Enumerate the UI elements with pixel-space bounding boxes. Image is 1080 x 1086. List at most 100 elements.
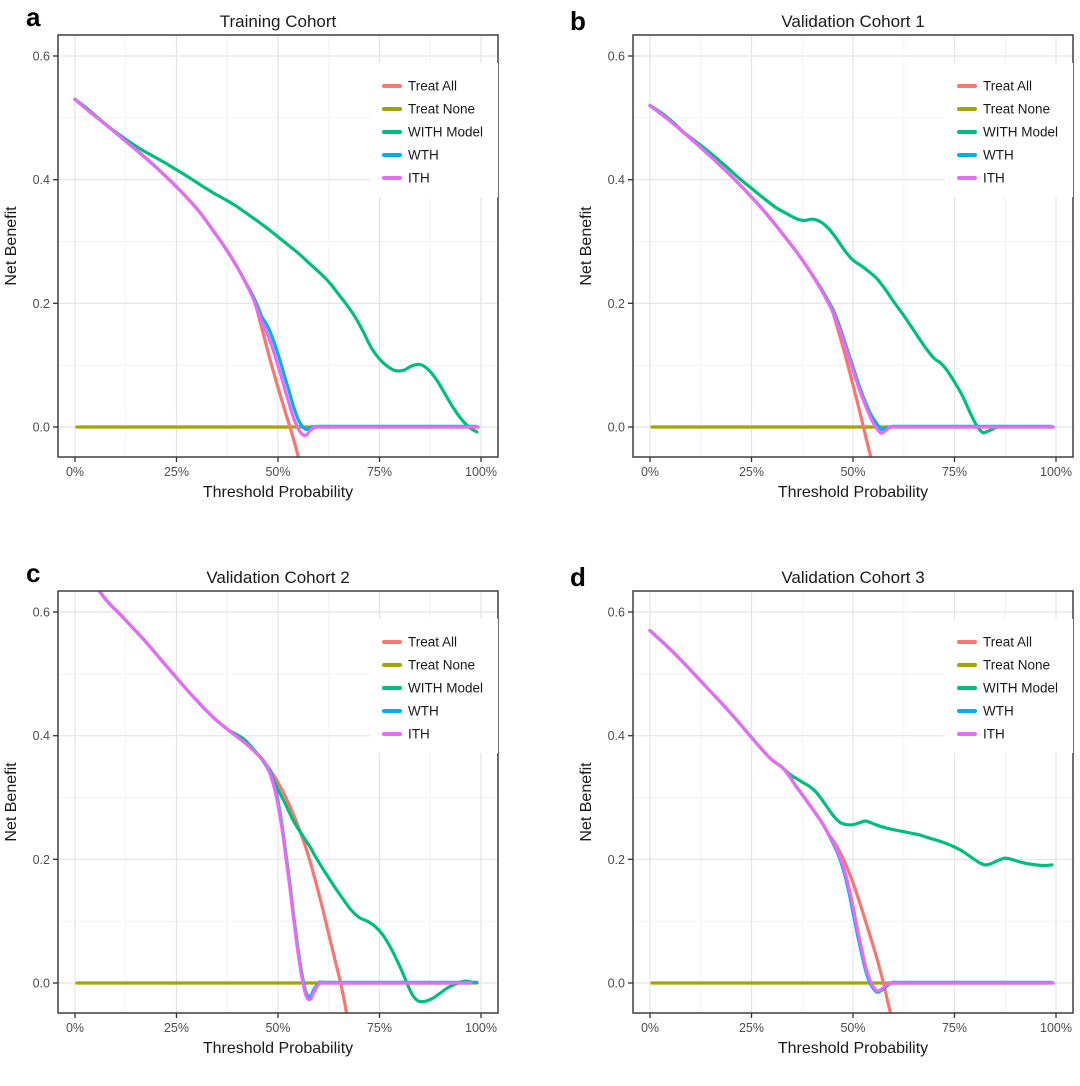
legend-label: Treat All [408,635,457,650]
series-line-with-model [227,729,475,1004]
x-tick-label: 0% [641,1021,659,1035]
dca-chart-validation-3: d Validation Cohort 3 0% 25% 50% 75% 100% 0.0… [570,562,1074,1057]
legend-label: ITH [408,171,430,186]
y-tick-label: 0.6 [33,50,50,64]
x-tick-label: 0% [66,465,84,479]
x-tick-label: 75% [942,1021,967,1035]
y-tick-label: 0.6 [33,606,50,620]
x-axis-title: Threshold Probability [778,1040,928,1057]
legend-label: WITH Model [983,681,1058,696]
panel-letter: a [26,2,41,32]
legend: Treat All Treat None WITH Model WTH ITH [945,619,1073,753]
series-line-with-model [73,97,479,434]
chart-title: Validation Cohort 1 [781,12,924,31]
series-line-ith [648,103,1055,435]
panel-c: c Validation Cohort 2 0% 25% 50% 75% 100% 0.0… [0,530,540,1061]
y-tick-label: 0.2 [608,853,625,867]
chart-title: Validation Cohort 2 [206,568,349,587]
series-line-treat-all [97,591,349,1013]
legend-label: Treat None [983,102,1050,117]
dca-chart-training: a Training Cohort 0% 25% 50% 75% 100% 0.0 0.2 0… [3,2,499,501]
legend-label: WITH Model [408,681,483,696]
legend-label: Treat None [408,102,475,117]
panel-b: b Validation Cohort 1 0% 25% 50% 75% 100% 0.0… [540,0,1080,530]
y-tick-label: 0.4 [33,729,50,743]
x-axis-title: Threshold Probability [203,484,353,501]
x-tick-label: 25% [164,1021,189,1035]
panel-a: a Training Cohort 0% 25% 50% 75% 100% 0.0 0.2 0… [0,0,540,530]
panel-letter: c [26,558,40,588]
series-line-treat-all [648,103,873,457]
legend-label: WITH Model [408,125,483,140]
y-tick-label: 0.0 [608,977,625,991]
legend-label: WTH [983,704,1014,719]
x-tick-label: 100% [465,465,497,479]
series-group [648,103,1055,457]
panel-letter: b [570,6,586,36]
x-axis-title: Threshold Probability [203,1040,353,1057]
series-line-ith [648,629,1055,993]
x-tick-label: 75% [367,1021,392,1035]
x-tick-label: 25% [739,1021,764,1035]
panel-d: d Validation Cohort 3 0% 25% 50% 75% 100% 0.0… [540,530,1080,1061]
dca-chart-validation-2: c Validation Cohort 2 0% 25% 50% 75% 100% 0.0… [3,558,499,1057]
series-group [73,97,480,457]
y-tick-label: 0.2 [33,853,50,867]
y-tick-label: 0.4 [608,729,625,743]
legend-label: Treat All [983,635,1032,650]
x-tick-label: 75% [942,465,967,479]
series-group [648,629,1055,1013]
y-tick-label: 0.0 [33,977,50,991]
x-tick-label: 50% [265,465,290,479]
y-tick-label: 0.0 [608,421,625,435]
y-tick-label: 0.6 [608,50,625,64]
y-tick-label: 0.4 [608,173,625,187]
y-tick-label: 0.4 [33,173,50,187]
x-tick-label: 100% [1040,465,1072,479]
legend: Treat All Treat None WITH Model WTH ITH [370,63,498,197]
panel-letter: d [570,562,586,592]
legend-label: WTH [408,704,439,719]
series-line-ith [97,591,473,1002]
y-tick-label: 0.6 [608,606,625,620]
x-tick-label: 50% [265,1021,290,1035]
y-tick-label: 0.2 [33,297,50,311]
chart-title: Validation Cohort 3 [781,568,924,587]
legend-label: WITH Model [983,125,1058,140]
x-tick-label: 25% [739,465,764,479]
legend-label: Treat All [408,79,457,94]
y-axis-title: Net Benefit [578,762,595,842]
x-tick-label: 0% [641,465,659,479]
legend-label: ITH [983,171,1005,186]
legend-label: WTH [408,148,439,163]
legend-label: ITH [408,727,430,742]
series-line-with-model [648,103,999,435]
y-tick-label: 0.2 [608,297,625,311]
series-line-treat-all [73,97,301,457]
chart-title: Training Cohort [220,12,337,31]
y-axis-title: Net Benefit [3,206,20,286]
legend-label: Treat None [408,658,475,673]
legend: Treat All Treat None WITH Model WTH ITH [370,619,498,753]
legend-label: WTH [983,148,1014,163]
x-tick-label: 100% [1040,1021,1072,1035]
series-group [75,591,479,1013]
x-axis-title: Threshold Probability [778,484,928,501]
legend-label: Treat All [983,79,1032,94]
x-tick-label: 25% [164,465,189,479]
x-tick-label: 100% [465,1021,497,1035]
figure-grid: a Training Cohort 0% 25% 50% 75% 100% 0.0 0.2 0… [0,0,1080,1061]
x-tick-label: 0% [66,1021,84,1035]
legend: Treat All Treat None WITH Model WTH ITH [945,63,1073,197]
series-line-with-model [782,767,1054,868]
dca-chart-validation-1: b Validation Cohort 1 0% 25% 50% 75% 100% 0.0… [570,6,1074,501]
series-line-ith [73,97,480,437]
x-tick-label: 75% [367,465,392,479]
y-tick-label: 0.0 [33,421,50,435]
legend-label: ITH [983,727,1005,742]
legend-label: Treat None [983,658,1050,673]
